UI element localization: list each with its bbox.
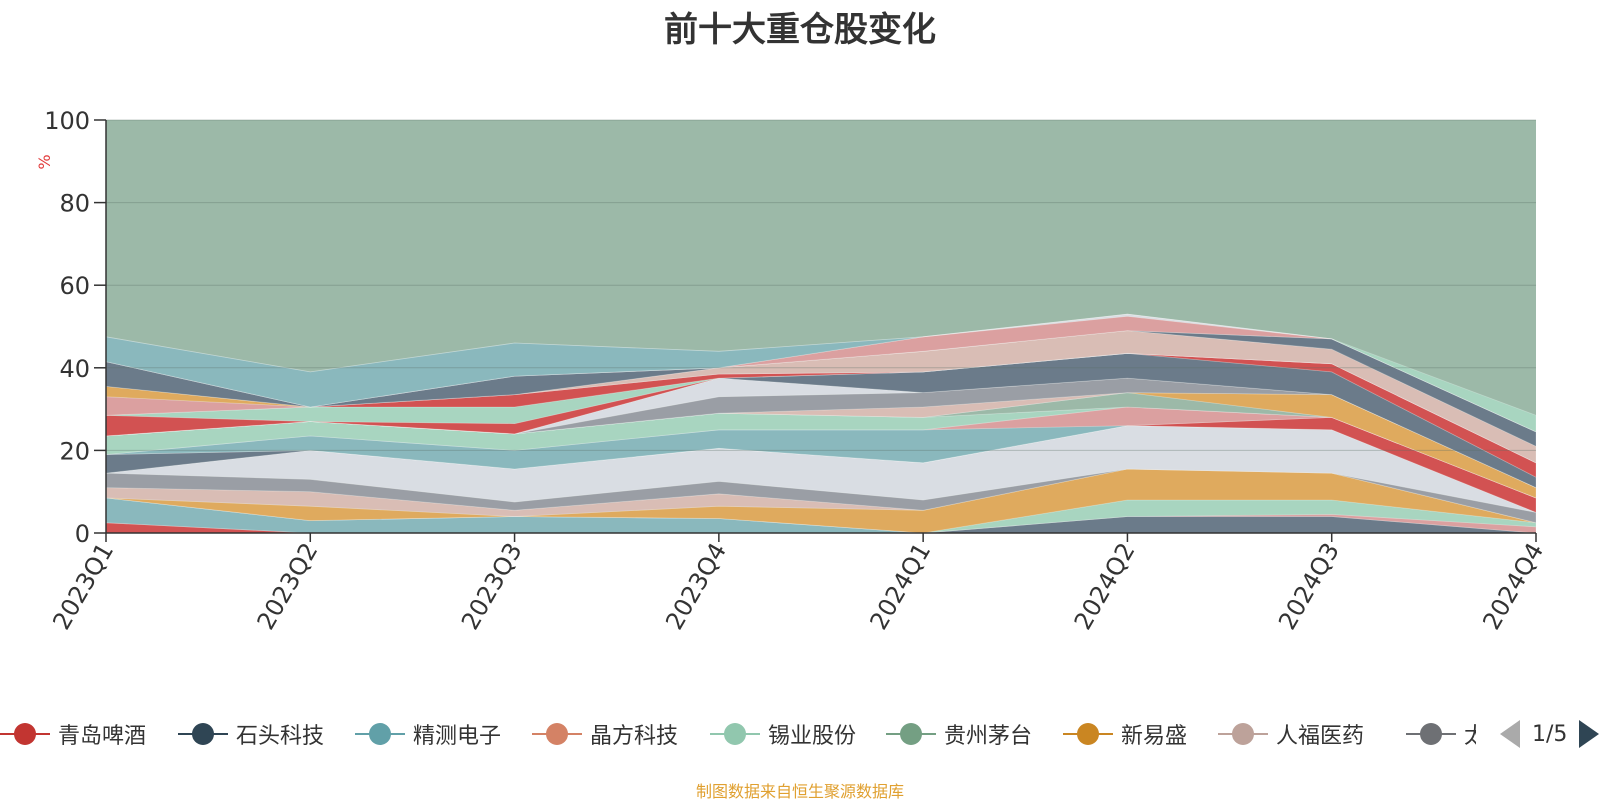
x-tick-label: 2024Q3 — [1273, 538, 1345, 634]
x-tick-label: 2024Q2 — [1069, 538, 1141, 634]
y-tick-label: 100 — [44, 107, 90, 135]
legend-item-5[interactable]: 贵州茅台 — [886, 705, 1032, 763]
legend-label: 太 — [1464, 724, 1476, 749]
x-tick-label: 2024Q1 — [864, 538, 936, 634]
legend-item-2[interactable]: 精测电子 — [355, 705, 501, 763]
legend-label: 晶方科技 — [590, 724, 679, 749]
legend-marker-icon — [0, 722, 50, 746]
y-tick-label: 0 — [75, 520, 90, 548]
y-tick-label: 60 — [59, 272, 90, 300]
legend-label: 青岛啤酒 — [58, 724, 147, 749]
legend-item-3[interactable]: 晶方科技 — [532, 705, 678, 763]
area-series-26 — [105, 330, 1537, 447]
x-tick-label: 2024Q4 — [1477, 538, 1549, 634]
legend-marker-icon — [1063, 722, 1113, 746]
legend-marker-icon — [355, 722, 405, 746]
legend-next-page-icon[interactable] — [1579, 720, 1600, 748]
legend-marker-dot — [14, 723, 36, 745]
legend-item-7[interactable]: 人福医药 — [1218, 705, 1364, 763]
legend-page-indicator: 1/5 — [1532, 721, 1568, 747]
legend-marker-icon — [532, 722, 582, 746]
y-tick-label: 40 — [59, 355, 90, 383]
area-series-30 — [105, 313, 1537, 433]
legend-marker-dot — [900, 723, 922, 745]
x-tick-label: 2023Q3 — [456, 538, 528, 634]
legend-item-1[interactable]: 石头科技 — [178, 705, 324, 763]
legend-label: 精测电子 — [413, 724, 502, 749]
y-tick-label: 20 — [59, 437, 90, 465]
legend-items: 青岛啤酒 石头科技 精测电子 晶方科技 锡业股份 贵州茅台 新易盛 人福医药 太 — [0, 705, 1476, 763]
legend-marker-dot — [1232, 723, 1254, 745]
legend-marker-dot — [1420, 723, 1442, 745]
y-axis-label: % — [35, 154, 54, 169]
legend-pager: 1/5 — [1500, 705, 1600, 763]
legend-label: 锡业股份 — [768, 724, 857, 749]
legend-item-8[interactable]: 太 — [1406, 705, 1476, 763]
legend-prev-page-icon[interactable] — [1500, 720, 1520, 748]
area-series-25 — [105, 330, 1537, 464]
legend-marker-icon — [178, 722, 228, 746]
legend-marker-dot — [369, 723, 391, 745]
legend-marker-dot — [192, 723, 214, 745]
x-tick-label: 2023Q1 — [47, 538, 119, 634]
legend-label: 新易盛 — [1121, 724, 1188, 749]
legend-marker-dot — [546, 723, 568, 745]
source-footnote: 制图数据来自恒生聚源数据库 — [695, 782, 904, 801]
legend-item-6[interactable]: 新易盛 — [1063, 705, 1187, 763]
legend-item-4[interactable]: 锡业股份 — [710, 705, 856, 763]
legend-label: 石头科技 — [236, 724, 325, 749]
legend: 青岛啤酒 石头科技 精测电子 晶方科技 锡业股份 贵州茅台 新易盛 人福医药 太 1/5 — [0, 705, 1600, 763]
legend-marker-icon — [1218, 722, 1268, 746]
area-series-31 — [105, 313, 1537, 433]
legend-label: 人福医药 — [1276, 724, 1365, 749]
y-tick-label: 80 — [59, 190, 90, 218]
legend-marker-dot — [1077, 723, 1099, 745]
chart-title: 前十大重仓股变化 — [664, 10, 936, 50]
legend-marker-icon — [1406, 722, 1456, 746]
legend-label: 贵州茅台 — [944, 724, 1033, 749]
x-tick-label: 2023Q4 — [660, 538, 732, 634]
legend-item-0[interactable]: 青岛啤酒 — [0, 705, 146, 763]
legend-marker-icon — [886, 722, 936, 746]
legend-marker-dot — [724, 723, 746, 745]
legend-marker-icon — [710, 722, 760, 746]
x-tick-label: 2023Q2 — [252, 538, 324, 634]
